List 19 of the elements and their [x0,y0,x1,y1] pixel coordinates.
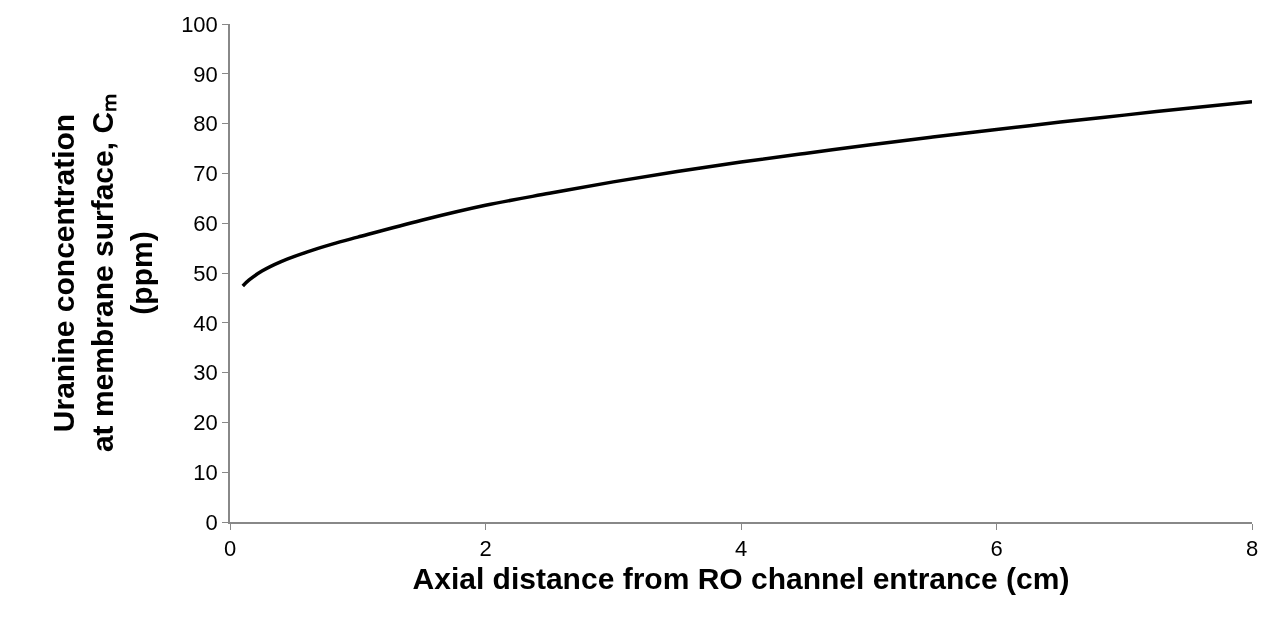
x-tick-label: 2 [479,536,492,562]
y-axis-title: Uranine concentration at membrane surface, Cₘ (ppm) [46,93,158,453]
x-tick-label: 8 [1245,536,1259,562]
y-tick-label: 40 [193,310,218,336]
y-tick-label: 90 [193,61,218,87]
y-tick-label: 50 [193,260,218,286]
y-tick-label: 100 [181,11,218,37]
x-tick-label: 0 [223,536,237,562]
x-tick-label: 6 [990,536,1003,562]
line-series [241,99,1252,288]
y-tick-label: 60 [193,210,218,236]
y-tick-label: 80 [193,111,218,137]
x-tick-label: 4 [734,536,748,562]
y-tick-label: 10 [193,459,218,485]
y-tick-label: 0 [205,509,218,535]
x-axis-title: Axial distance from RO channel entrance (cm) [412,562,1070,596]
y-tick-label: 20 [193,410,218,436]
y-tick-label: 70 [193,161,218,187]
y-tick-label: 30 [193,360,218,386]
